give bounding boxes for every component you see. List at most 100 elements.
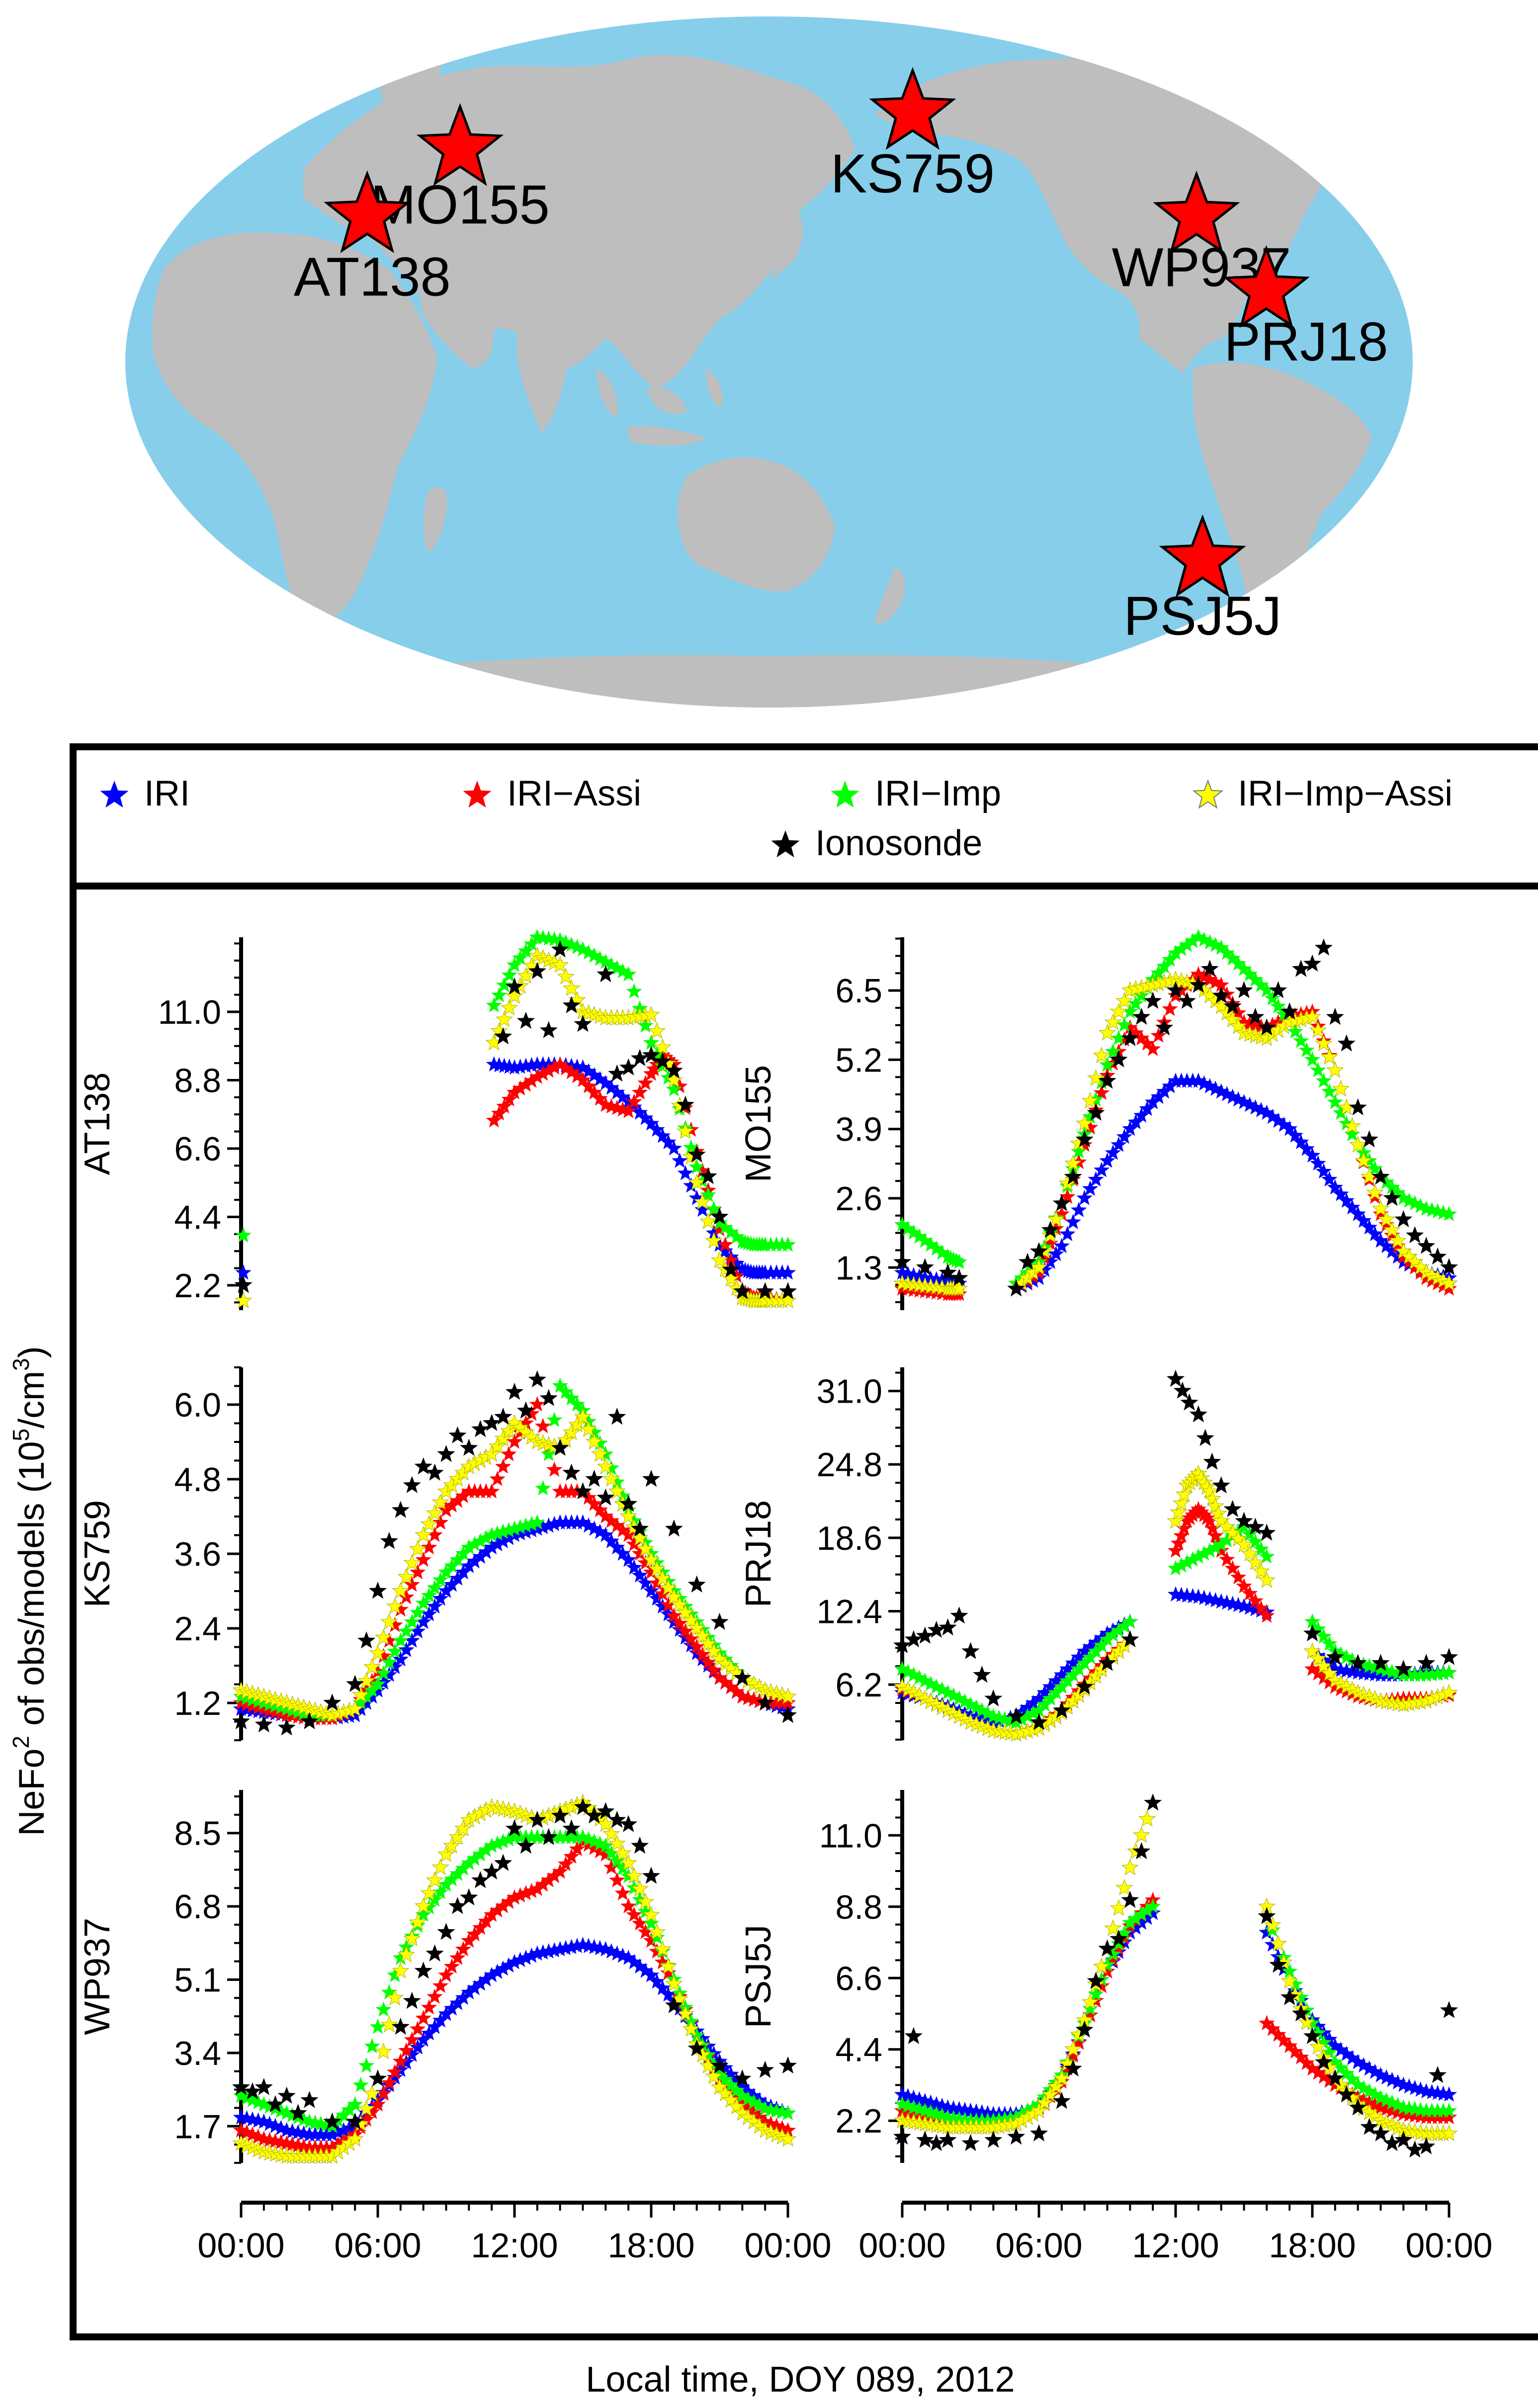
data-point [1071,1143,1087,1159]
data-point [421,1539,437,1555]
data-point [472,1846,489,1862]
data-point [1190,1548,1206,1564]
data-point [454,1819,472,1836]
panel-prj18: 6.2 12.4 18.6 24.8 31.0 PRJ18 [739,1367,1458,1742]
data-point [357,2100,375,2117]
data-point [1030,1269,1047,1285]
data-point [1343,1117,1361,1134]
data-point [1030,1258,1048,1275]
data-point [1076,1190,1093,1205]
data-point [1367,2086,1383,2102]
data-point [900,1664,916,1679]
data-point [1104,1013,1122,1030]
data-point [648,1560,666,1577]
data-point [1361,2083,1377,2099]
data-point [324,2126,341,2142]
data-point [1378,2092,1395,2108]
data-point [1394,2131,1413,2148]
data-point [461,1984,477,2000]
data-point [1361,2060,1377,2076]
data-point [1064,1167,1082,1185]
y-tick-label: 6.6 [174,1130,221,1168]
data-point [1309,2038,1327,2054]
data-point [939,1618,957,1636]
data-point [637,1924,654,1939]
data-point [546,1461,563,1477]
data-point [1298,2054,1315,2070]
data-point [1204,1520,1221,1536]
data-point [1241,1526,1258,1542]
data-point [1052,2092,1071,2109]
data-point [1378,2069,1395,2085]
data-point [323,2112,342,2130]
data-point [432,2012,449,2028]
data-point [619,1854,637,1871]
data-point [563,1390,580,1406]
data-point [472,1548,489,1564]
data-point [1258,1571,1276,1588]
legend-star-ionosonde [771,830,800,858]
data-point [1167,1512,1185,1529]
data-point [273,2103,289,2118]
data-point [1292,1989,1309,2005]
data-point [234,1276,253,1293]
data-point [1314,938,1333,956]
data-point [289,2104,307,2121]
data-point [358,1688,375,1704]
y-tick-label: 4.4 [174,1199,221,1237]
data-point [1258,1523,1276,1541]
y-axis-label-unit: /cm [12,1371,52,1428]
data-point [1116,1925,1132,1941]
data-point [1241,966,1258,981]
data-point [1042,1678,1059,1694]
data-point [415,1595,431,1610]
data-point [1327,1678,1343,1694]
data-point [586,1833,602,1849]
data-point [580,944,597,960]
data-point [1321,2044,1338,2059]
data-point [427,1526,443,1542]
y-tick-label: 8.8 [835,1888,882,1926]
data-point [580,1831,597,1847]
data-point [528,1810,546,1828]
panels: 2.2 4.4 6.6 8.8 11.0 AT138 1.3 2.6 3.9 5.2 6.5 MO15… [78,929,1493,2265]
land-japan [770,209,803,278]
data-point [1264,1936,1281,1952]
data-point [1429,1247,1447,1265]
data-point [455,1545,471,1561]
data-point [1213,1542,1229,1558]
y-tick-label: 4.8 [174,1461,221,1499]
data-point [1236,961,1252,976]
data-point [517,1950,534,1965]
data-point [597,1488,615,1506]
data-point [1356,2080,1372,2095]
data-point [415,2010,431,2026]
y-tick-label: 12.4 [817,1593,882,1630]
data-point [495,1523,512,1539]
data-point [1098,1024,1116,1041]
panel-title-prj18: PRJ18 [739,1500,778,1607]
legend-star-iri-imp [831,781,859,808]
data-point [1282,1120,1298,1136]
data-point [414,1962,432,1979]
data-point [740,2100,756,2116]
data-point [734,2096,751,2112]
data-point [546,1516,563,1531]
data-point [461,1932,477,1948]
data-point [637,1554,654,1570]
data-point [235,1227,252,1243]
data-point [626,1099,642,1114]
data-point [1429,2065,1447,2083]
data-point [1138,1810,1156,1827]
data-point [443,1837,461,1854]
y-tick-label: 6.8 [174,1888,221,1926]
land-south-america [1193,362,1372,651]
data-point [1344,1199,1361,1215]
data-point [558,1856,574,1872]
data-point [1377,1210,1395,1227]
data-point [1133,987,1150,1003]
data-point [1110,1002,1127,1019]
station-psj5j: PSJ5J [1123,514,1282,646]
data-point [626,983,642,999]
data-point [415,1906,431,1922]
